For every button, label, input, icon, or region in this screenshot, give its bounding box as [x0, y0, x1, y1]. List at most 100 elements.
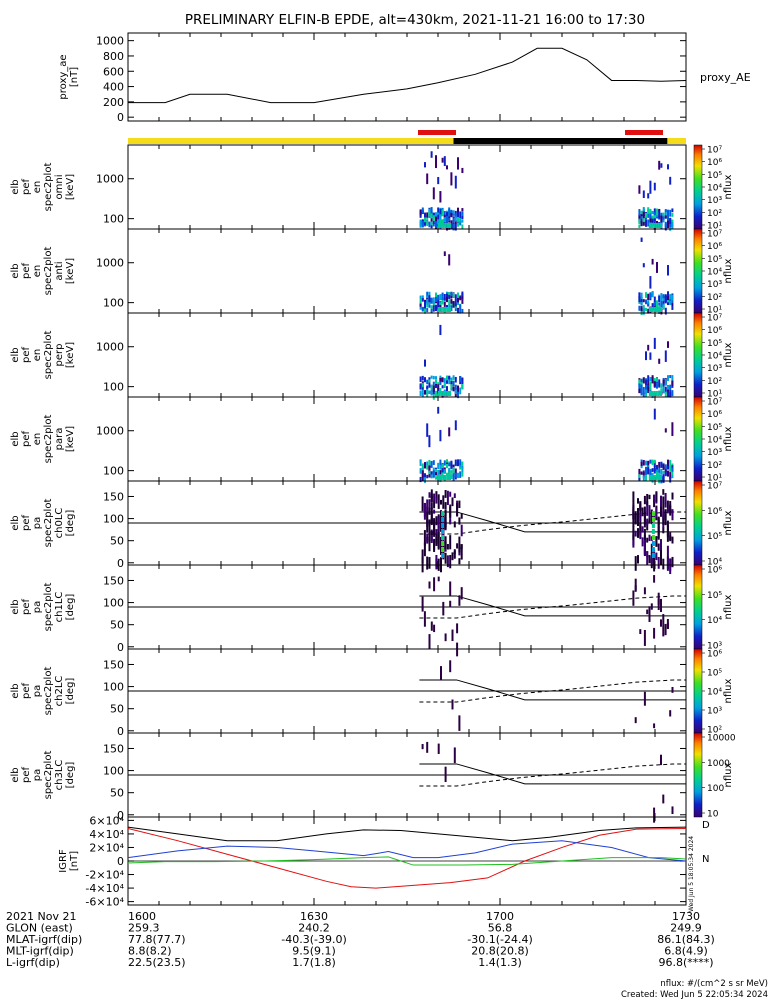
y-tick-label: 600 — [103, 65, 124, 78]
anti-loss-cone-line — [419, 595, 686, 619]
spectrogram-pixel — [660, 295, 663, 302]
spectrogram-pixel — [647, 460, 650, 466]
spectrogram-pixel — [671, 390, 674, 397]
spectrogram-pixel — [651, 307, 654, 312]
pitch-angle-pixel — [426, 512, 429, 527]
spectrogram-pixel — [454, 223, 457, 231]
spectrogram-pixel — [437, 207, 440, 214]
spectrogram-pixel — [452, 212, 455, 216]
spectrogram-pixel — [430, 217, 433, 222]
colorbar-tick-label: 10⁵ — [707, 423, 722, 433]
spectrogram-pixel — [645, 292, 647, 298]
pitch-angle-pixel — [650, 556, 653, 567]
spectrogram-pixel — [653, 465, 656, 471]
spectrogram-pixel — [437, 218, 440, 224]
colorbar-tick-label: 10² — [707, 377, 722, 387]
pitch-angle-pixel — [458, 500, 461, 509]
pitch-angle-pixel — [428, 499, 431, 509]
spectrogram-pixel — [671, 302, 674, 306]
spectrogram-pixel — [664, 466, 667, 473]
spectrogram-pixel — [645, 392, 647, 397]
ylabel-line: en — [32, 181, 43, 194]
spectrogram-pixel — [454, 216, 457, 222]
spectrogram-pixel — [671, 222, 674, 230]
spectrogram-pixel — [656, 261, 658, 273]
spectrogram-pixel — [424, 390, 426, 395]
pitch-angle-pixel — [657, 543, 660, 551]
pitch-angle-pixel — [653, 494, 656, 503]
spectrogram-pixel — [656, 301, 658, 308]
pitch-angle-pixel — [441, 511, 445, 516]
panel-frame — [127, 312, 687, 398]
spectrogram-pixel — [664, 386, 667, 394]
spectrogram-pixel — [421, 207, 424, 214]
pitch-angle-pixel — [632, 511, 635, 527]
spectrogram-pixel — [660, 468, 663, 475]
spectrogram-pixel — [444, 475, 447, 480]
pitch-angle-pixel — [449, 491, 452, 497]
spectrogram-pixel — [653, 475, 656, 480]
pitch-angle-pixel — [653, 556, 656, 572]
pitch-angle-pixel — [430, 502, 433, 509]
spectrogram-pixel — [655, 475, 658, 480]
spectrogram-pixel — [642, 263, 645, 268]
colorbar-tick-label: 10¹ — [707, 306, 722, 316]
spectrogram-pixel — [452, 386, 455, 392]
ae-panel: 0 200 400 600 800 1000 proxy_ae [nT] proxy_AE — [58, 32, 751, 124]
spectrogram-pixel — [653, 337, 656, 349]
pitch-angle-pixel — [666, 500, 669, 512]
colorbar-label: nflux — [723, 174, 734, 199]
spectrogram-pixel — [430, 212, 433, 219]
spectrogram-pixel — [651, 217, 654, 221]
colorbar-tick-label: 10³ — [707, 707, 722, 717]
spectrogram-pixel — [439, 208, 442, 216]
pitch-angle-pixel — [437, 576, 440, 582]
spectrogram-pixel — [457, 222, 459, 227]
colorbar-tick-label: 10² — [707, 293, 722, 303]
spectrogram-pixel — [439, 375, 442, 380]
y-tick-label: -2×10⁴ — [85, 869, 124, 882]
pitch-angle-pixel — [430, 507, 433, 524]
pitch-angle-pixel — [650, 603, 653, 610]
ylabel-line: elb — [10, 263, 21, 278]
spectrogram-pixel — [656, 383, 658, 389]
colorbar-tick-label: 10⁴ — [707, 184, 722, 194]
pitch-angle-pixel — [666, 545, 669, 558]
spectrogram-pixel — [658, 208, 661, 212]
pitch-angle-pixel — [433, 518, 436, 523]
spectrogram-pixel — [656, 464, 658, 470]
spectrogram-pixel — [669, 176, 672, 185]
spectrogram-pixel — [647, 379, 650, 386]
pitch-angle-pixel — [639, 512, 642, 522]
pitch-angle-panel: 0 50 100 150 elb pef pa spec2plot ch3LC [deg] 10 10… — [10, 732, 736, 823]
spectrogram-pixel — [432, 297, 435, 303]
y-tick-label: 150 — [103, 658, 124, 671]
pitch-angle-pixel — [662, 558, 665, 570]
spectrogram-pixel — [662, 464, 665, 470]
colorbar-tick-label: 10⁷ — [707, 146, 722, 156]
spectrogram-pixel — [653, 296, 656, 302]
spectrogram-pixel — [424, 217, 426, 223]
spectrogram-pixel — [645, 307, 647, 312]
spectrogram-pixel — [421, 220, 424, 228]
colorbar-tick-label: 10⁶ — [707, 242, 722, 252]
ephemeris-value: 249.9 — [670, 922, 702, 935]
spectrogram-pixel — [649, 377, 652, 382]
pitch-angle-pixel — [641, 537, 644, 547]
spectrogram-pixel — [428, 210, 431, 216]
ylabel-line: pef — [21, 263, 32, 280]
pitch-angle-pixel — [449, 520, 452, 525]
ylabel-line: [deg] — [65, 510, 76, 537]
ylabel-line: [keV] — [65, 426, 76, 452]
spectrogram-pixel — [664, 307, 667, 315]
spectrogram-pixel — [439, 388, 442, 393]
spectrogram-pixel — [439, 377, 442, 382]
ephemeris-value: 96.8(****) — [658, 956, 713, 969]
spectrogram-pixel — [645, 380, 647, 385]
spectrogram-pixel — [640, 237, 643, 242]
pitch-angle-pixel — [669, 535, 672, 541]
spectrogram-pixel — [638, 388, 641, 394]
spectrogram-pixel — [647, 344, 650, 351]
spectrogram-pixel — [442, 223, 445, 228]
